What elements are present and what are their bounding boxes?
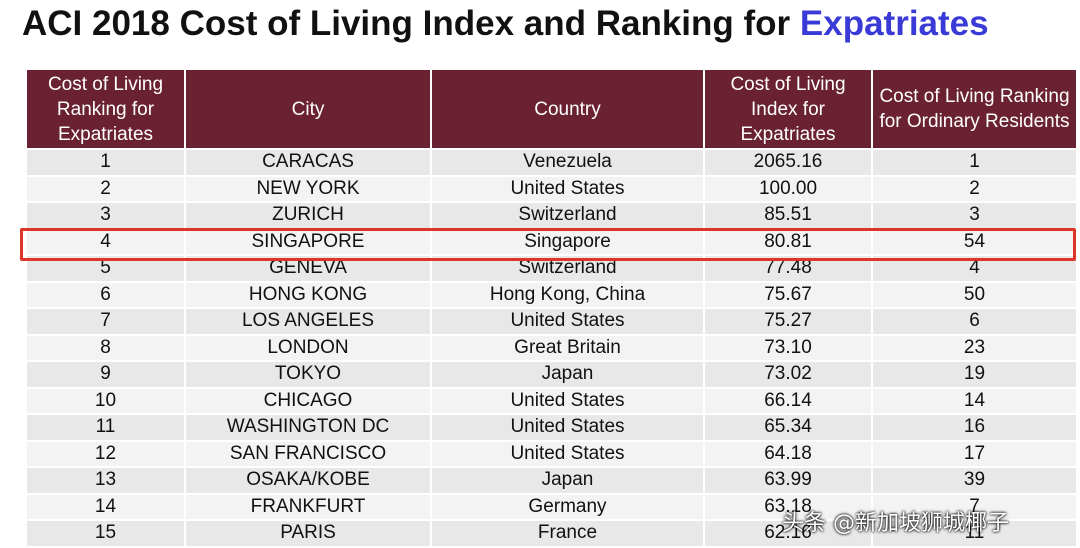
table-cell: 39 xyxy=(871,466,1076,494)
table-cell: 10 xyxy=(25,386,185,414)
table-cell: 85.51 xyxy=(703,201,872,229)
table-body: 1 CARACAS Venezuela 2065.16 1 2 NEW YORK United… xyxy=(25,148,1076,546)
table-cell: 13 xyxy=(25,466,185,494)
table-cell: 19 xyxy=(871,360,1076,388)
table-cell: OSAKA/KOBE xyxy=(184,466,431,494)
table-cell: 11 xyxy=(25,413,185,441)
table-cell: 17 xyxy=(871,439,1076,467)
table-cell: United States xyxy=(430,439,704,467)
table-row: 11 WASHINGTON DC United States 65.34 16 xyxy=(25,413,1076,441)
table-row: 4 SINGAPORE Singapore 80.81 54 xyxy=(25,227,1076,255)
table-cell: 1 xyxy=(871,148,1076,176)
table-row: 13 OSAKA/KOBE Japan 63.99 39 xyxy=(25,466,1076,494)
table-cell: 3 xyxy=(871,201,1076,229)
table-cell: 3 xyxy=(25,201,185,229)
table-cell: 63.99 xyxy=(703,466,872,494)
table-cell: FRANKFURT xyxy=(184,492,431,520)
table-row: 1 CARACAS Venezuela 2065.16 1 xyxy=(25,148,1076,176)
table-row: 14 FRANKFURT Germany 63.18 7 xyxy=(25,492,1076,520)
column-header: Cost of Living Index for Expatriates xyxy=(703,70,872,149)
title-text: ACI 2018 Cost of Living Index and Rankin… xyxy=(22,4,791,43)
table-cell: TOKYO xyxy=(184,360,431,388)
table-cell: 73.02 xyxy=(703,360,872,388)
table-cell: United States xyxy=(430,174,704,202)
table-cell: 75.67 xyxy=(703,280,872,308)
table-cell: 65.34 xyxy=(703,413,872,441)
table-cell: Singapore xyxy=(430,227,704,255)
header-row: Cost of Living Ranking for Expatriates Ci… xyxy=(25,70,1076,149)
table-cell: France xyxy=(430,519,704,546)
table-cell: LOS ANGELES xyxy=(184,307,431,335)
table-cell: 14 xyxy=(871,386,1076,414)
table-cell: 2065.16 xyxy=(703,148,872,176)
table-cell: 66.14 xyxy=(703,386,872,414)
table-cell: 11 xyxy=(871,519,1076,546)
table-cell: 16 xyxy=(871,413,1076,441)
table-cell: 75.27 xyxy=(703,307,872,335)
ranking-table: Cost of Living Ranking for Expatriates Ci… xyxy=(25,70,1076,546)
table-row: 10 CHICAGO United States 66.14 14 xyxy=(25,386,1076,414)
table-cell: 9 xyxy=(25,360,185,388)
table-row: 12 SAN FRANCISCO United States 64.18 17 xyxy=(25,439,1076,467)
table-cell: ZURICH xyxy=(184,201,431,229)
column-header: Cost of Living Ranking for Ordinary Resi… xyxy=(871,70,1076,149)
watermark: 头条 @新加坡狮城椰子 xyxy=(782,511,1009,536)
table-cell: CHICAGO xyxy=(184,386,431,414)
title: ACI 2018 Cost of Living Index and Rankin… xyxy=(22,4,989,44)
table-cell: NEW YORK xyxy=(184,174,431,202)
table-cell: Great Britain xyxy=(430,333,704,361)
title-highlight: Expatriates xyxy=(799,4,989,43)
table-cell: United States xyxy=(430,386,704,414)
table-cell: 12 xyxy=(25,439,185,467)
table-cell: 6 xyxy=(25,280,185,308)
table-cell: 2 xyxy=(25,174,185,202)
column-header: Country xyxy=(430,70,704,149)
table-row: 7 LOS ANGELES United States 75.27 6 xyxy=(25,307,1076,335)
table-row: 8 LONDON Great Britain 73.10 23 xyxy=(25,333,1076,361)
table-cell: 4 xyxy=(25,227,185,255)
table-row: 15 PARIS France 62.16 11 xyxy=(25,519,1076,546)
table-cell: United States xyxy=(430,413,704,441)
table-row: 3 ZURICH Switzerland 85.51 3 xyxy=(25,201,1076,229)
table-cell: 100.00 xyxy=(703,174,872,202)
table-cell: 7 xyxy=(871,492,1076,520)
table-cell: 73.10 xyxy=(703,333,872,361)
highlight-box xyxy=(20,228,1076,261)
table-cell: Germany xyxy=(430,492,704,520)
table-cell: SAN FRANCISCO xyxy=(184,439,431,467)
table-cell: 6 xyxy=(871,307,1076,335)
table-cell: HONG KONG xyxy=(184,280,431,308)
table-cell: 64.18 xyxy=(703,439,872,467)
column-header: Cost of Living Ranking for Expatriates xyxy=(25,70,185,149)
table-cell: Japan xyxy=(430,466,704,494)
table-cell: 14 xyxy=(25,492,185,520)
table-cell: 62.16 xyxy=(703,519,872,546)
table-cell: United States xyxy=(430,307,704,335)
table-cell: 7 xyxy=(25,307,185,335)
table-cell: 80.81 xyxy=(703,227,872,255)
table-cell: LONDON xyxy=(184,333,431,361)
table-cell: WASHINGTON DC xyxy=(184,413,431,441)
table-cell: 1 xyxy=(25,148,185,176)
table-cell: 63.18 xyxy=(703,492,872,520)
table-cell: 2 xyxy=(871,174,1076,202)
table-cell: CARACAS xyxy=(184,148,431,176)
table-cell: Hong Kong, China xyxy=(430,280,704,308)
column-header: City xyxy=(184,70,431,149)
table-cell: 8 xyxy=(25,333,185,361)
table-cell: 15 xyxy=(25,519,185,546)
table-cell: 50 xyxy=(871,280,1076,308)
table-cell: PARIS xyxy=(184,519,431,546)
table-cell: Japan xyxy=(430,360,704,388)
table-cell: Venezuela xyxy=(430,148,704,176)
table-row: 2 NEW YORK United States 100.00 2 xyxy=(25,174,1076,202)
table-cell: 23 xyxy=(871,333,1076,361)
table-cell: 54 xyxy=(871,227,1076,255)
table-row: 6 HONG KONG Hong Kong, China 75.67 50 xyxy=(25,280,1076,308)
table-cell: Switzerland xyxy=(430,201,704,229)
table-row: 9 TOKYO Japan 73.02 19 xyxy=(25,360,1076,388)
